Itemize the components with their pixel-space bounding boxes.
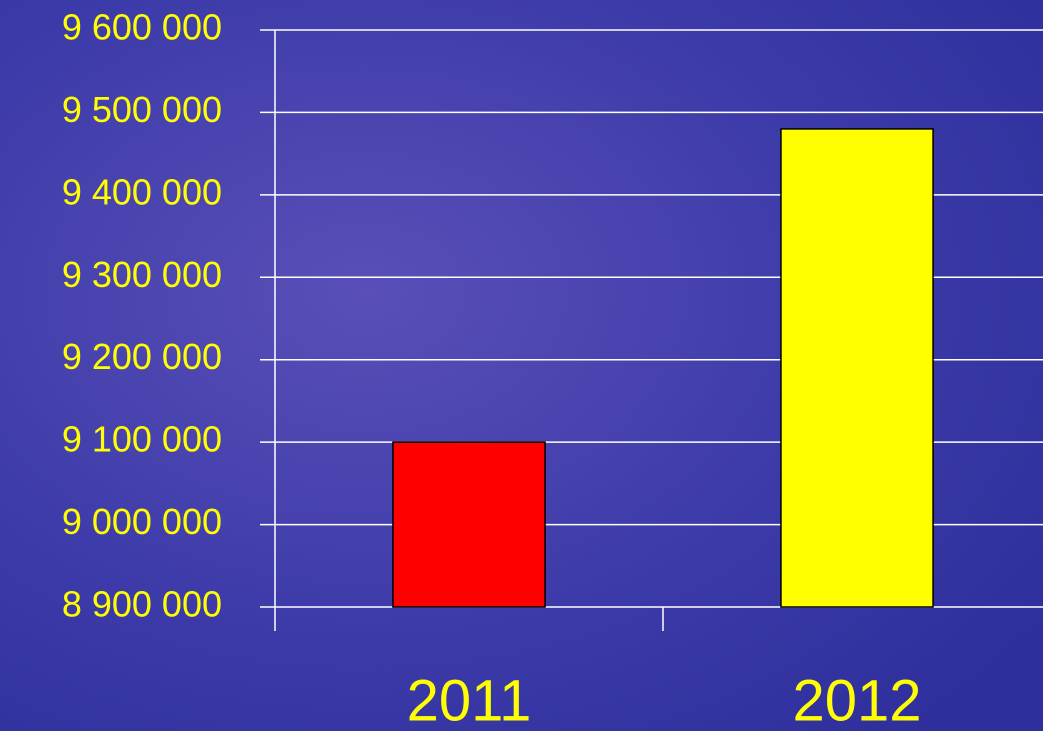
- y-tick-label: 9 400 000: [62, 171, 222, 212]
- bar: [393, 442, 545, 607]
- chart: 8 900 000 9 000 000 9 100 000 9 200 000 9 30…: [0, 0, 1043, 731]
- x-tick-label: 2011: [407, 668, 532, 731]
- y-tick-label: 9 300 000: [62, 254, 222, 295]
- y-tick-label: 9 500 000: [62, 89, 222, 130]
- x-tick-label: 2012: [792, 668, 921, 731]
- bar: [781, 129, 933, 607]
- y-tick-label: 8 900 000: [62, 584, 222, 625]
- y-tick-label: 9 600 000: [62, 7, 222, 48]
- y-tick-label: 9 000 000: [62, 501, 222, 542]
- y-tick-label: 9 200 000: [62, 336, 222, 377]
- page: 8 900 000 9 000 000 9 100 000 9 200 000 9 30…: [0, 0, 1043, 731]
- y-tick-label: 9 100 000: [62, 419, 222, 460]
